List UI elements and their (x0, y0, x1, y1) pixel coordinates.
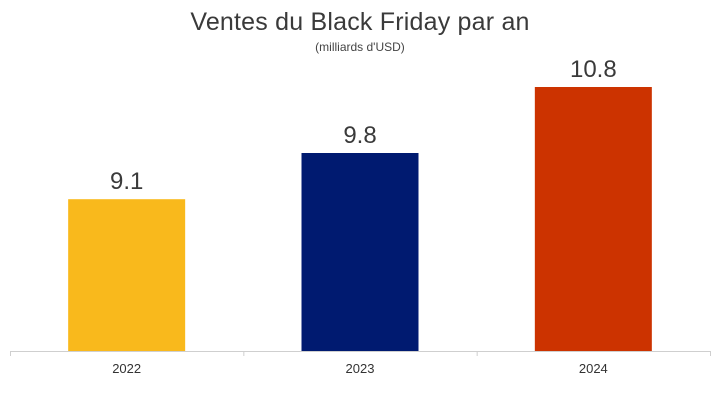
value-label-2023: 9.8 (343, 122, 376, 149)
tick-label-2024: 2024 (579, 361, 608, 376)
bar-2022 (68, 199, 186, 351)
value-labels-layer: 9.1 9.8 10.8 (110, 56, 617, 195)
value-label-2024: 10.8 (570, 56, 617, 83)
tick-label-2023: 2023 (346, 361, 375, 376)
x-axis-tick-labels: 2022 2023 2024 (112, 361, 608, 376)
chart-title: Ventes du Black Friday par an (190, 8, 530, 36)
bar-2024 (534, 87, 652, 351)
value-label-2022: 9.1 (110, 168, 143, 195)
chart-subtitle: (milliards d'USD) (315, 40, 405, 54)
bar-2023 (301, 153, 419, 351)
bars-layer (68, 87, 652, 351)
tick-label-2022: 2022 (112, 361, 141, 376)
x-axis-ticks (10, 351, 711, 356)
